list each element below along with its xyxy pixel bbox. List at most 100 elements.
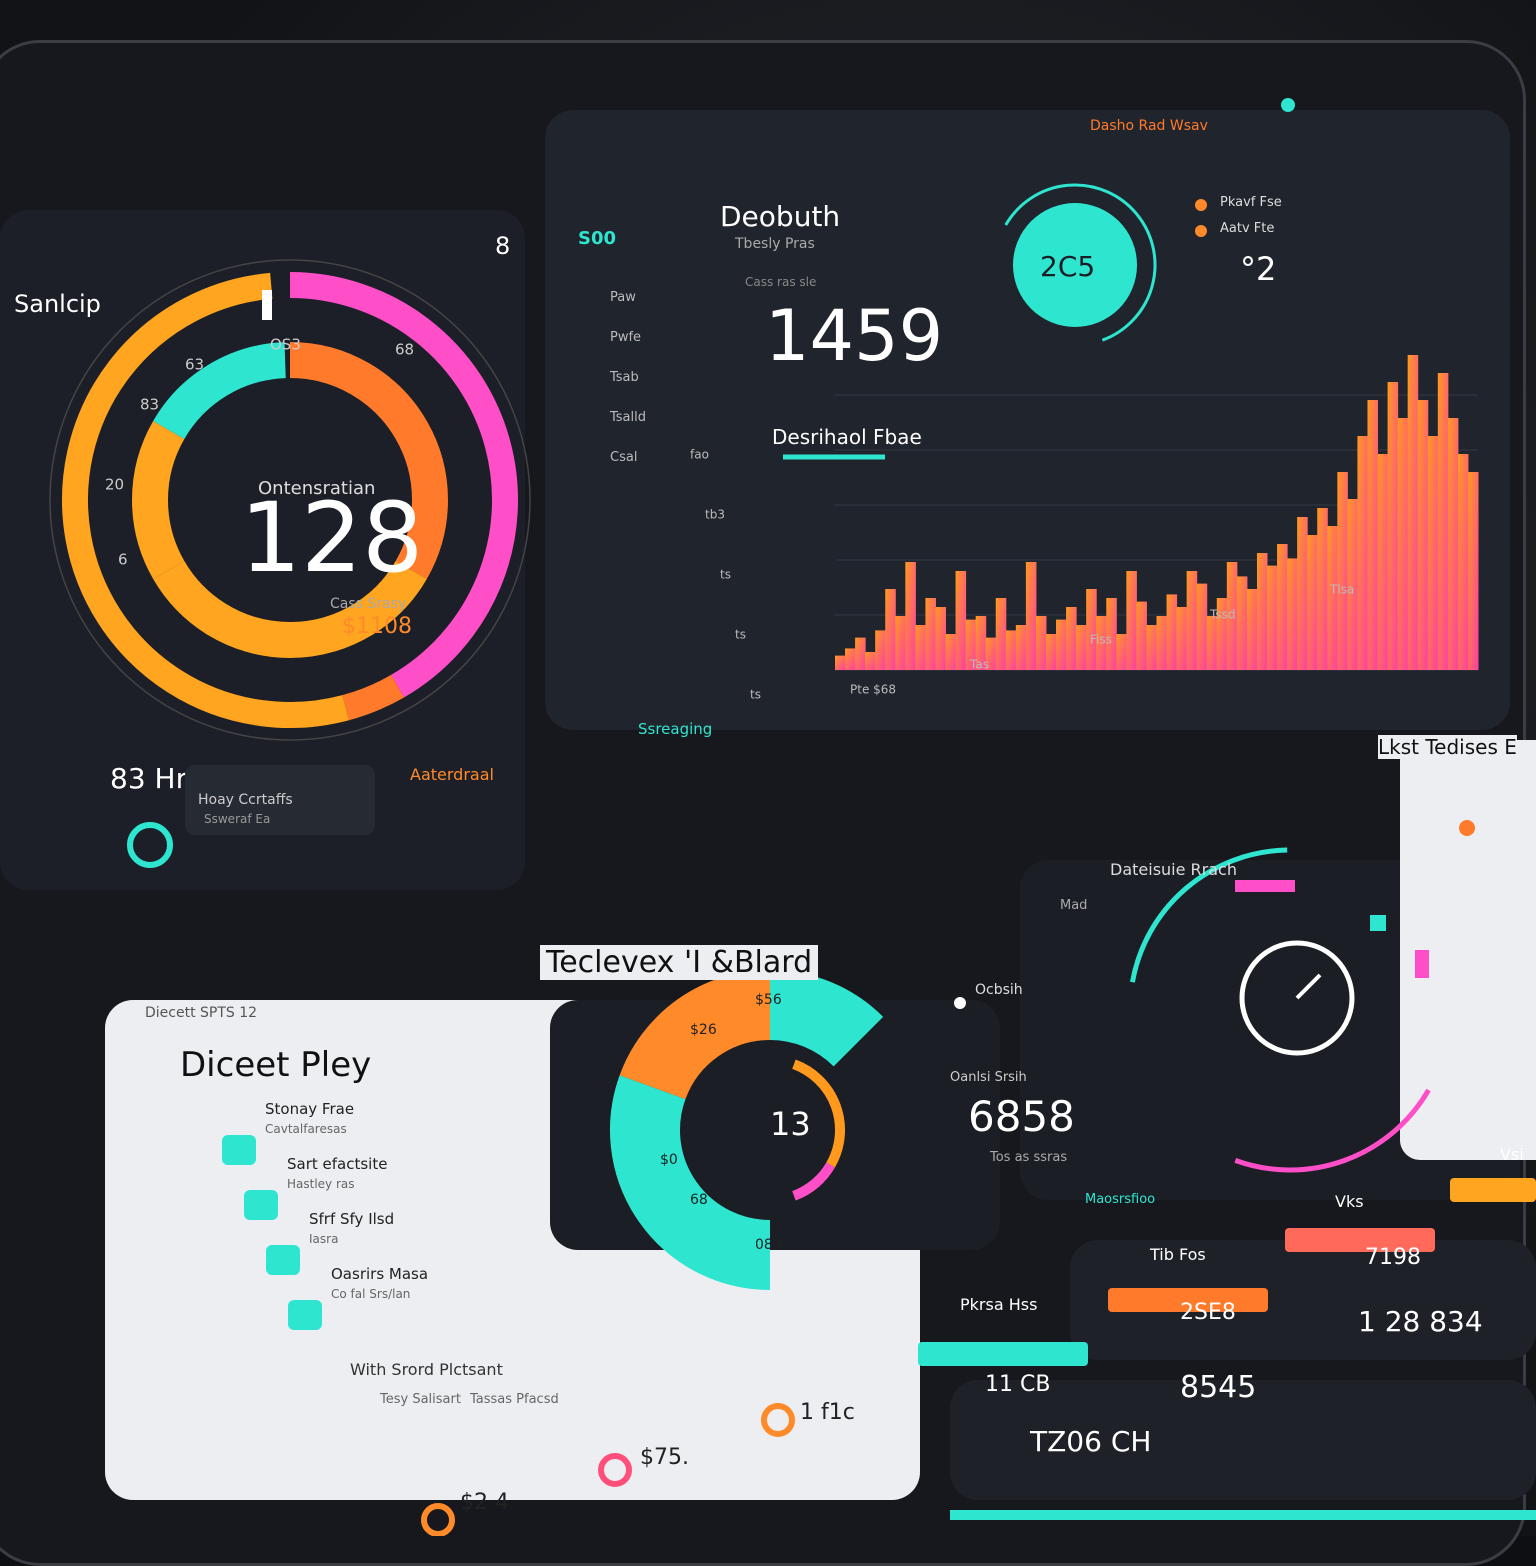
area-bar	[1236, 576, 1248, 670]
y-tick-label: fao	[690, 448, 709, 462]
area-bar	[935, 607, 947, 670]
item-sub: Iasra	[309, 1232, 339, 1246]
legend-dot	[954, 997, 966, 1009]
area-bar	[985, 637, 997, 670]
gauge-label: Ontensratian	[258, 478, 376, 499]
area-bar	[995, 598, 1007, 670]
foot-column: Tassas Pfacsd	[470, 1392, 559, 1407]
area-bar	[1267, 565, 1278, 670]
status-dot	[1281, 98, 1295, 112]
value-label: TZ06 CH	[1030, 1425, 1152, 1458]
dial-mark	[1415, 950, 1429, 978]
y-tick-label: ts	[735, 628, 746, 642]
area-bar	[1146, 625, 1157, 670]
value-label: 1 28 834	[1358, 1305, 1483, 1338]
area-bar	[1096, 616, 1107, 670]
circle-value: 2C5	[1040, 250, 1096, 283]
area-bar	[1056, 619, 1067, 670]
legend-item: Aatv Fte	[1220, 221, 1275, 236]
y-tick-label: ts	[750, 688, 761, 702]
arc	[768, 970, 884, 1068]
foot-value: $75.	[640, 1445, 689, 1470]
x-tick-label: Fiss	[1090, 633, 1112, 647]
link[interactable]: Ssreaging	[638, 720, 713, 738]
tick-label: OS3	[270, 336, 301, 354]
x-tick-label: Tas	[969, 658, 989, 672]
area-bar	[965, 619, 977, 670]
area-bar	[885, 589, 896, 670]
item-title: Oasrirs Masa	[331, 1265, 429, 1283]
area-bar	[1367, 400, 1379, 670]
area-bar	[1116, 634, 1127, 670]
area-bar	[1457, 454, 1469, 670]
arc	[792, 1059, 845, 1168]
arc	[619, 970, 772, 1101]
area-bar	[1136, 601, 1147, 670]
bar-label: Vsi	[1500, 1145, 1524, 1164]
arc	[153, 560, 427, 658]
area-bar	[1467, 472, 1479, 670]
value-label: 8545	[1180, 1370, 1257, 1405]
value-panel	[950, 1380, 1536, 1500]
arc	[62, 272, 349, 728]
panel-header: Deobuth	[720, 200, 841, 233]
area-bar	[1417, 400, 1429, 670]
gauge-sub: Cass Srasy	[330, 596, 407, 612]
arc	[289, 272, 518, 698]
stat-link[interactable]: Maosrsfioo	[1085, 1192, 1156, 1207]
arc	[1234, 1088, 1431, 1173]
area-bar	[1176, 607, 1188, 670]
area-bar	[1025, 562, 1037, 670]
area-bar	[1387, 382, 1399, 670]
y-tick-label: ts	[720, 568, 731, 582]
area-bar	[1106, 598, 1117, 670]
area-bar	[1246, 589, 1258, 670]
arc	[153, 342, 287, 440]
tick-label: 68	[395, 341, 414, 359]
arc	[792, 1162, 835, 1201]
panel-subheader: Tbesly Pras	[735, 236, 815, 252]
item-sub: Hastley ras	[287, 1177, 355, 1191]
foot-value: 1 f1c	[800, 1400, 855, 1425]
arc	[1004, 183, 1157, 342]
area-bar	[1086, 589, 1097, 670]
small-label: Diecett SPTS 12	[145, 1005, 258, 1021]
dial-needle	[1295, 973, 1322, 1000]
dial-face	[1239, 940, 1355, 1056]
arc	[610, 1075, 772, 1290]
area-bar	[875, 630, 886, 670]
item-title: Sfrf Sfy Ilsd	[309, 1210, 395, 1228]
area-bar	[835, 655, 846, 670]
ring-icon	[761, 1403, 795, 1437]
gauge-track	[49, 259, 531, 741]
area-bar	[1307, 535, 1318, 670]
tick-label: 83	[140, 396, 159, 414]
area-bar	[1317, 508, 1328, 670]
stat-label: Oanlsi Srsih	[950, 1070, 1027, 1085]
x-tick-label: Tlsa	[1329, 583, 1354, 597]
area-bar	[1357, 436, 1368, 670]
badge: S00	[578, 228, 617, 249]
foot-title: With Srord Plctsant	[350, 1360, 503, 1379]
gauge-foot: $1108	[342, 614, 412, 639]
panel-title: Sanlcip	[14, 290, 101, 318]
area-bar	[945, 634, 957, 670]
donut-label: 083	[755, 1237, 782, 1253]
dial-mark	[1370, 915, 1386, 931]
area-bar	[905, 562, 916, 670]
ring-icon	[421, 1503, 455, 1536]
sidebar-item: Paw	[610, 290, 636, 305]
bar-label: Pkrsa Hss	[960, 1295, 1038, 1314]
stat-sub: Tos as ssras	[990, 1150, 1068, 1165]
gauge-value: 128	[240, 482, 424, 594]
dial-mark	[1235, 880, 1295, 892]
bar-label: Vks	[1335, 1192, 1364, 1211]
orange-label: Aaterdraal	[410, 765, 494, 784]
list-icon	[244, 1190, 278, 1220]
item-title: Stonay Frae	[265, 1100, 355, 1118]
area-bar	[1196, 583, 1208, 670]
list-icon	[222, 1135, 256, 1165]
tick-label: 63	[185, 356, 204, 374]
